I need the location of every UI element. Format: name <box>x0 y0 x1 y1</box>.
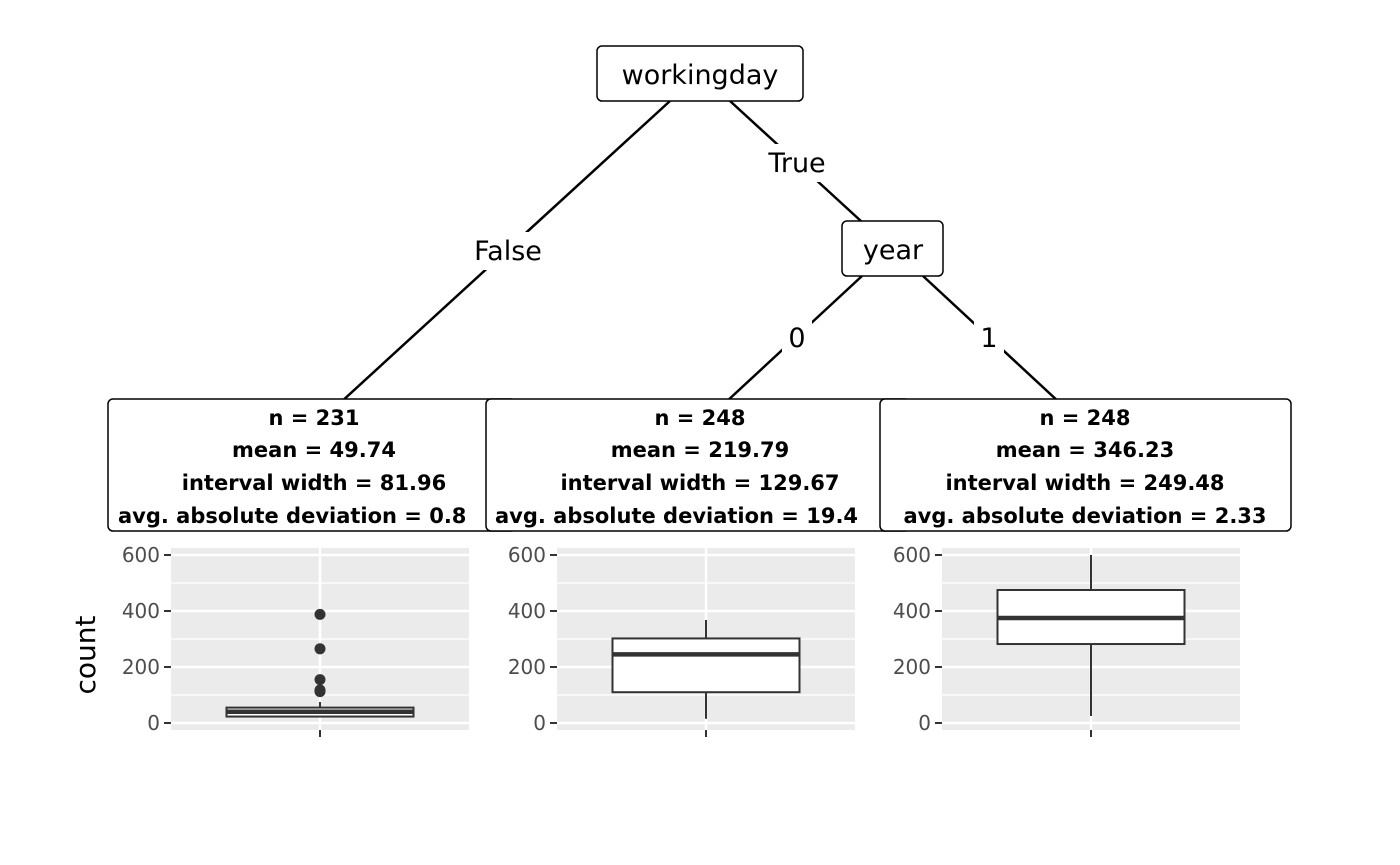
leaf-interval: interval width = 81.96 <box>182 471 446 495</box>
leaf-box <box>879 398 1292 532</box>
edge-label-bg-0 <box>782 320 812 358</box>
split-node-workingday: workingday <box>596 45 804 102</box>
boxplot-panel-2: 0 200 400 600 <box>508 543 855 737</box>
y-tick-label: 600 <box>122 543 160 567</box>
y-axis-title: count <box>69 615 102 694</box>
split-node-box <box>841 220 944 277</box>
y-tick-label: 0 <box>533 711 546 735</box>
y-tick-label: 200 <box>122 655 160 679</box>
split-node-label: year <box>863 235 924 266</box>
split-node-year: year <box>841 220 944 277</box>
split-node-box <box>596 45 804 102</box>
edge-label-bg-true <box>762 144 832 182</box>
outlier-point <box>314 674 326 686</box>
split-node-label: workingday <box>622 60 779 91</box>
y-tick-label: 400 <box>893 599 931 623</box>
leaf-interval: interval width = 129.67 <box>560 471 839 495</box>
leaf-node-2: n = 248 mean = 219.79 interval width = 1… <box>485 398 911 532</box>
edge-label-bg-1 <box>974 320 1004 358</box>
leaf-mean: mean = 346.23 <box>996 438 1175 462</box>
y-tick-label: 600 <box>893 543 931 567</box>
outlier-point <box>314 684 326 696</box>
y-tick-label: 0 <box>147 711 160 735</box>
boxplot-panels: 0 200 400 600 0 200 400 600 0 200 400 600 <box>122 543 1240 737</box>
edge-label-false: False <box>474 236 542 267</box>
edge-label-0: 0 <box>788 323 805 354</box>
y-tick-label: 200 <box>508 655 546 679</box>
outlier-point <box>314 643 326 655</box>
edge-labels: False True 0 1 <box>466 144 1004 358</box>
leaf-aad: avg. absolute deviation = 0.8 <box>118 504 466 528</box>
leaf-mean: mean = 219.79 <box>611 438 790 462</box>
boxplot-panel-1: 0 200 400 600 <box>122 543 469 737</box>
leaf-node-3: n = 248 mean = 346.23 interval width = 2… <box>879 398 1292 532</box>
leaf-mean: mean = 49.74 <box>232 438 396 462</box>
leaf-n: n = 248 <box>1039 406 1130 430</box>
edge-label-bg-false <box>466 232 550 270</box>
y-tick-label: 400 <box>122 599 160 623</box>
boxplot-panel-3: 0 200 400 600 <box>893 543 1240 737</box>
y-tick-label: 0 <box>918 711 931 735</box>
y-tick-label: 400 <box>508 599 546 623</box>
outlier-point <box>314 608 326 620</box>
leaf-aad: avg. absolute deviation = 2.33 <box>903 504 1266 528</box>
iqr-box <box>611 637 801 694</box>
edge-label-1: 1 <box>980 323 997 354</box>
leaf-aad: avg. absolute deviation = 19.4 <box>495 504 858 528</box>
leaf-node-1: n = 231 mean = 49.74 interval width = 81… <box>107 398 517 532</box>
leaf-n: n = 231 <box>268 406 359 430</box>
y-tick-label: 200 <box>893 655 931 679</box>
y-tick-label: 600 <box>508 543 546 567</box>
edge-label-true: True <box>767 148 825 179</box>
tree-edges <box>339 100 1061 404</box>
leaf-interval: interval width = 249.48 <box>945 471 1224 495</box>
leaf-n: n = 248 <box>654 406 745 430</box>
